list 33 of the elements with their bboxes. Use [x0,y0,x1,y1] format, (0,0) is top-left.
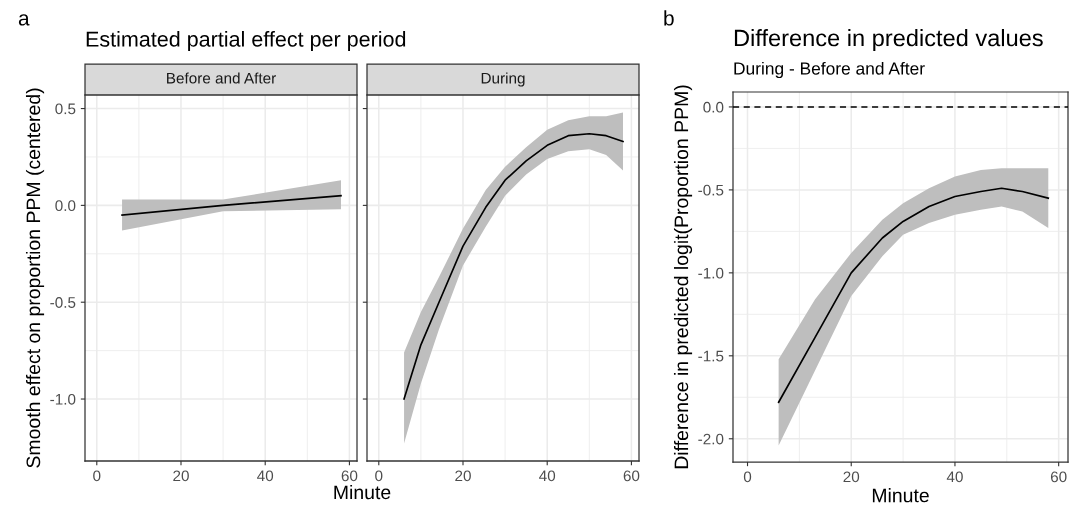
text: a [18,14,30,26]
y-tick-label: -1.0 [50,393,76,405]
x-tick-label: 20 [173,470,189,482]
x-tick-label: 60 [341,470,358,482]
chart-subtitle: Before and After [167,72,276,84]
x-tick-label: 60 [1050,471,1067,483]
chart-title: Difference in predicted values [734,29,1043,51]
x-tick-label: 20 [455,470,471,482]
x-tick-label: 0 [743,471,752,483]
y-tick-label: -1.5 [698,350,724,362]
y-tick-label: -0.5 [50,297,76,308]
x-tick-label: 20 [843,471,860,483]
chart-subtitle: During [481,72,525,87]
y-tick-label: 0.5 [55,103,76,115]
x-axis-title: Minute [334,484,391,500]
y-axis-title: Difference in predicted logit(Proportion PPM) [673,85,693,469]
line-series [777,187,1050,404]
y-tick-label: 0.0 [703,101,724,113]
y-tick-label: -1.0 [698,267,724,279]
x-tick-label: 0 [93,470,101,482]
y-axis-title: Smooth effect on proportion PPM (centered) [25,88,45,468]
y-tick-label: -0.5 [698,184,724,196]
x-tick-label: 40 [539,470,556,482]
y-tick-label: 0.0 [55,200,76,212]
x-tick-label: 40 [946,471,963,483]
chart-title: Estimated partial effect per period [86,30,406,52]
chart-subtitle: During - Before and After [734,61,925,79]
x-tick-label: 40 [257,470,274,482]
x-tick-label: 0 [375,470,383,482]
text: b [664,10,674,26]
y-tick-label: -2.0 [698,433,724,445]
x-axis-title: Minute [872,488,929,503]
x-tick-label: 60 [623,470,640,482]
